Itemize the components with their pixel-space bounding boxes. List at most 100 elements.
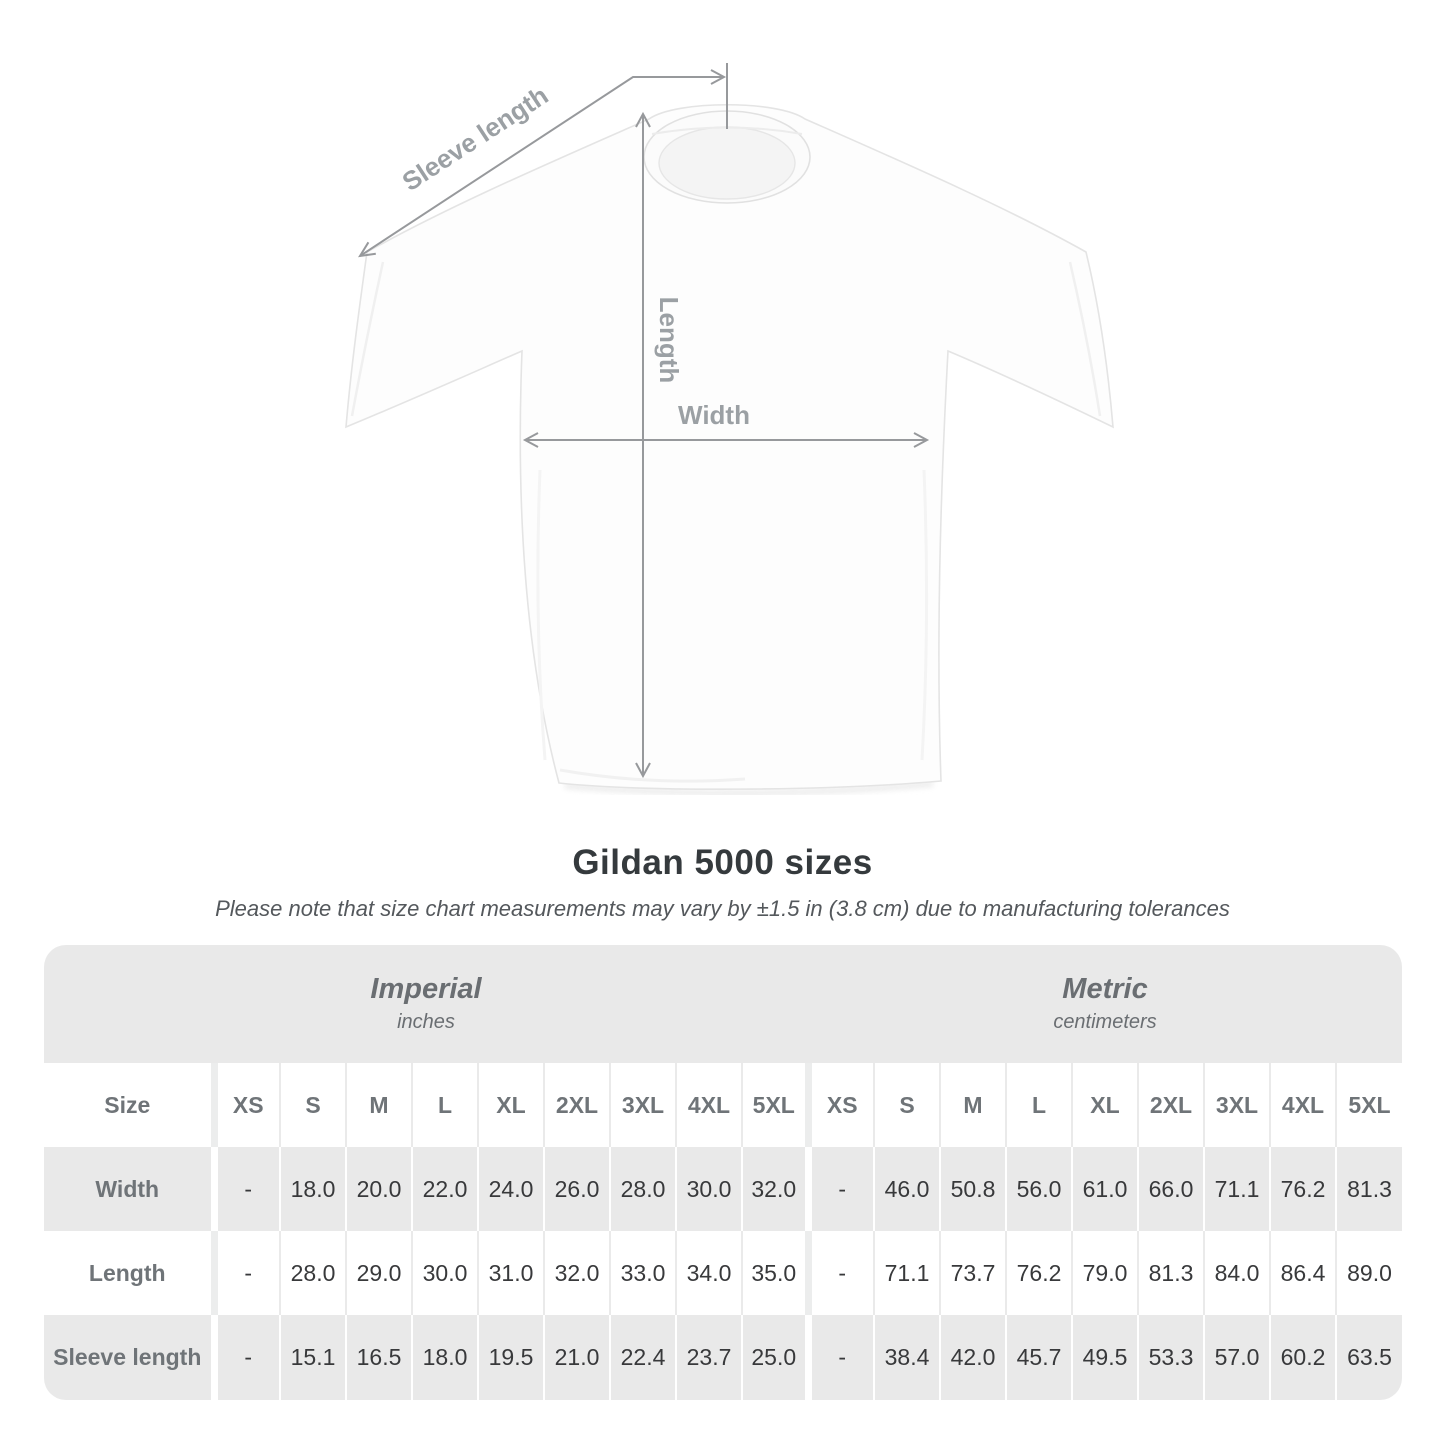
size-header-cell: XS <box>210 1063 280 1147</box>
value-cell: 38.4 <box>873 1315 940 1400</box>
size-header-cell: 4XL <box>1269 1063 1336 1147</box>
metric-section-header: Metric centimeters <box>808 945 1402 1063</box>
tshirt-graphic <box>345 104 1114 796</box>
unit-section-row: Imperial inches Metric centimeters <box>44 945 1402 1063</box>
value-cell: 61.0 <box>1071 1147 1138 1231</box>
row-label: Width <box>44 1147 214 1231</box>
length-dimension-line <box>635 111 651 779</box>
value-cell: 46.0 <box>873 1147 940 1231</box>
value-cell: 63.5 <box>1335 1315 1402 1400</box>
value-cell: 81.3 <box>1137 1231 1204 1315</box>
value-cell: 76.2 <box>1269 1147 1336 1231</box>
size-header-cell: S <box>279 1063 346 1147</box>
size-header-cell: 4XL <box>675 1063 742 1147</box>
size-header-cell: 2XL <box>543 1063 610 1147</box>
value-cell: 66.0 <box>1137 1147 1204 1231</box>
value-cell: 45.7 <box>1005 1315 1072 1400</box>
imperial-section-header: Imperial inches <box>44 945 808 1063</box>
value-cell: 30.0 <box>411 1231 478 1315</box>
metric-section-subtitle: centimeters <box>1053 1011 1157 1034</box>
size-header-cell: 5XL <box>1335 1063 1402 1147</box>
size-header-row: Size XS S M L XL 2XL 3XL 4XL 5XL XS S M … <box>44 1063 1402 1147</box>
value-cell: 25.0 <box>741 1315 808 1400</box>
value-cell: 24.0 <box>477 1147 544 1231</box>
size-header-cell: 3XL <box>1203 1063 1270 1147</box>
tshirt-collar-inner <box>658 126 796 200</box>
value-cell: 84.0 <box>1203 1231 1270 1315</box>
metric-section-title: Metric <box>1062 972 1148 1005</box>
value-cell: 57.0 <box>1203 1315 1270 1400</box>
size-table-container: Imperial inches Metric centimeters Size … <box>44 945 1402 1400</box>
value-cell: 34.0 <box>675 1231 742 1315</box>
size-header-cell: M <box>345 1063 412 1147</box>
value-cell: 35.0 <box>741 1231 808 1315</box>
value-cell: 23.7 <box>675 1315 742 1400</box>
value-cell: 26.0 <box>543 1147 610 1231</box>
value-cell: 60.2 <box>1269 1315 1336 1400</box>
value-cell: 42.0 <box>939 1315 1006 1400</box>
value-cell: 49.5 <box>1071 1315 1138 1400</box>
width-row: Width - 18.0 20.0 22.0 24.0 26.0 28.0 30… <box>44 1147 1402 1231</box>
sleeve-length-row: Sleeve length - 15.1 16.5 18.0 19.5 21.0… <box>44 1315 1402 1400</box>
page-title: Gildan 5000 sizes <box>572 843 873 882</box>
value-cell: 56.0 <box>1005 1147 1072 1231</box>
length-label: Length <box>654 297 684 384</box>
size-header-cell: XL <box>1071 1063 1138 1147</box>
value-cell: - <box>804 1315 874 1400</box>
value-cell: 53.3 <box>1137 1315 1204 1400</box>
value-cell: - <box>210 1315 280 1400</box>
value-cell: 22.4 <box>609 1315 676 1400</box>
value-cell: - <box>210 1231 280 1315</box>
size-header-cell: XS <box>804 1063 874 1147</box>
value-cell: 71.1 <box>873 1231 940 1315</box>
sleeve-length-dimension-line <box>358 69 727 258</box>
value-cell: 22.0 <box>411 1147 478 1231</box>
value-cell: - <box>804 1231 874 1315</box>
value-cell: 31.0 <box>477 1231 544 1315</box>
value-cell: 73.7 <box>939 1231 1006 1315</box>
value-cell: 28.0 <box>609 1147 676 1231</box>
page-subtitle: Please note that size chart measurements… <box>215 896 1230 921</box>
value-cell: 15.1 <box>279 1315 346 1400</box>
value-cell: 50.8 <box>939 1147 1006 1231</box>
tshirt-measurement-diagram: Sleeve length Length Width <box>345 63 1114 796</box>
size-header-cell: 3XL <box>609 1063 676 1147</box>
size-header-cell: M <box>939 1063 1006 1147</box>
value-cell: 18.0 <box>279 1147 346 1231</box>
size-header-cell: L <box>1005 1063 1072 1147</box>
value-cell: 79.0 <box>1071 1231 1138 1315</box>
value-cell: 81.3 <box>1335 1147 1402 1231</box>
length-row: Length - 28.0 29.0 30.0 31.0 32.0 33.0 3… <box>44 1231 1402 1315</box>
value-cell: 32.0 <box>741 1147 808 1231</box>
value-cell: 16.5 <box>345 1315 412 1400</box>
value-cell: 71.1 <box>1203 1147 1270 1231</box>
value-cell: 20.0 <box>345 1147 412 1231</box>
size-header-cell: 2XL <box>1137 1063 1204 1147</box>
row-label: Sleeve length <box>44 1315 214 1400</box>
value-cell: 33.0 <box>609 1231 676 1315</box>
width-label: Width <box>678 400 750 430</box>
value-cell: 30.0 <box>675 1147 742 1231</box>
size-header-cell: L <box>411 1063 478 1147</box>
row-label: Length <box>88 1259 166 1286</box>
size-header-cell: 5XL <box>741 1063 808 1147</box>
value-cell: 18.0 <box>411 1315 478 1400</box>
value-cell: 29.0 <box>345 1231 412 1315</box>
value-cell: 28.0 <box>279 1231 346 1315</box>
width-dimension-line <box>522 432 930 448</box>
value-cell: - <box>210 1147 280 1231</box>
imperial-section-subtitle: inches <box>397 1011 455 1034</box>
size-header-cell: S <box>873 1063 940 1147</box>
value-cell: 21.0 <box>543 1315 610 1400</box>
tshirt-body <box>345 104 1114 790</box>
value-cell: 89.0 <box>1335 1231 1402 1315</box>
value-cell: 76.2 <box>1005 1231 1072 1315</box>
imperial-section-title: Imperial <box>370 972 482 1005</box>
value-cell: 19.5 <box>477 1315 544 1400</box>
value-cell: - <box>804 1147 874 1231</box>
size-column-header: Size <box>104 1091 151 1118</box>
size-table: Imperial inches Metric centimeters Size … <box>44 945 1402 1400</box>
value-cell: 86.4 <box>1269 1231 1336 1315</box>
value-cell: 32.0 <box>543 1231 610 1315</box>
